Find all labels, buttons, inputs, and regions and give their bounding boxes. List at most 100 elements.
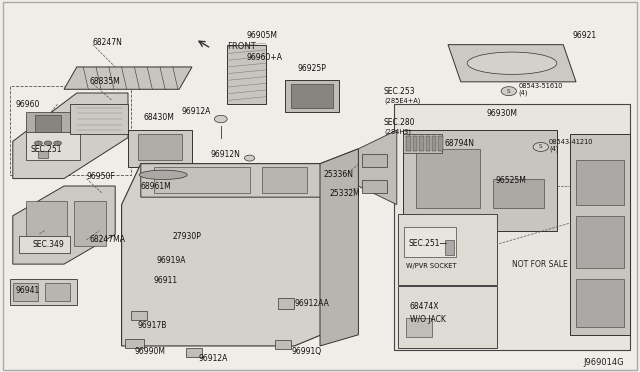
Polygon shape (403, 130, 557, 231)
Ellipse shape (467, 52, 557, 74)
Polygon shape (570, 134, 630, 335)
Polygon shape (70, 104, 128, 134)
Bar (362, 180, 387, 193)
Text: 68430M: 68430M (144, 113, 175, 122)
Text: 68794N: 68794N (445, 139, 475, 148)
Circle shape (54, 141, 61, 145)
Bar (13, 283, 38, 301)
Text: SEC.253: SEC.253 (384, 87, 415, 96)
Text: 96919A: 96919A (157, 256, 186, 265)
Text: 25336N: 25336N (323, 170, 353, 179)
Bar (125, 339, 144, 348)
Text: 96912A: 96912A (182, 107, 211, 116)
Bar (38, 151, 48, 158)
Circle shape (214, 115, 227, 123)
Polygon shape (122, 164, 339, 346)
Text: 96917B: 96917B (138, 321, 167, 330)
Bar (26, 132, 80, 160)
Bar (186, 348, 202, 357)
Bar (403, 134, 442, 153)
Text: 96990M: 96990M (134, 347, 165, 356)
Polygon shape (64, 67, 192, 89)
Text: 96941: 96941 (16, 286, 40, 295)
Polygon shape (448, 45, 576, 82)
Bar (394, 104, 630, 350)
Text: 96930M: 96930M (486, 109, 517, 118)
Text: 96912AA: 96912AA (294, 299, 329, 308)
Bar (398, 214, 497, 285)
Text: 96912A: 96912A (198, 355, 228, 363)
Text: 68247MA: 68247MA (90, 235, 125, 244)
Text: 96960+A: 96960+A (246, 53, 282, 62)
Bar (291, 84, 333, 108)
Bar (419, 136, 424, 151)
Text: 68474X: 68474X (410, 302, 439, 311)
Bar (416, 149, 480, 208)
Text: 96921: 96921 (573, 31, 597, 40)
Text: (285E4+A): (285E4+A) (384, 98, 420, 105)
Text: (4): (4) (518, 89, 528, 96)
Bar (138, 134, 182, 160)
Bar (432, 136, 436, 151)
Text: W/O JACK: W/O JACK (410, 315, 445, 324)
Text: NOT FOR SALE: NOT FOR SALE (512, 260, 568, 269)
Text: 68835M: 68835M (90, 77, 120, 86)
Bar (262, 167, 307, 193)
Circle shape (244, 155, 255, 161)
Bar (576, 279, 624, 327)
Bar (404, 227, 456, 257)
Circle shape (533, 142, 548, 151)
Text: 96911: 96911 (154, 276, 178, 285)
Text: 08543-51610: 08543-51610 (518, 83, 563, 89)
Bar (138, 175, 186, 212)
Text: 96991Q: 96991Q (291, 347, 321, 356)
Text: 96525M: 96525M (496, 176, 527, 185)
Polygon shape (320, 149, 358, 346)
Polygon shape (13, 186, 115, 264)
Bar (35, 115, 61, 141)
Text: FRONT: FRONT (227, 42, 256, 51)
Circle shape (501, 87, 516, 96)
Bar (131, 311, 147, 320)
Bar (74, 201, 106, 246)
Text: 96912N: 96912N (210, 150, 240, 159)
Bar (26, 201, 67, 246)
Polygon shape (141, 149, 358, 197)
Bar (26, 112, 70, 149)
Bar (576, 160, 624, 205)
Text: 96950F: 96950F (86, 172, 115, 181)
Bar (19, 236, 70, 253)
Circle shape (35, 141, 42, 145)
Bar (413, 136, 417, 151)
Polygon shape (227, 45, 266, 104)
Bar (426, 136, 430, 151)
Bar (275, 340, 291, 349)
Text: SEC.251—: SEC.251— (408, 239, 447, 248)
Text: 96925P: 96925P (298, 64, 327, 73)
Bar (285, 80, 339, 112)
Text: 68961M: 68961M (141, 182, 172, 190)
Text: SEC.280: SEC.280 (384, 118, 415, 127)
Text: SEC.349: SEC.349 (32, 240, 64, 249)
Text: 08543-41210: 08543-41210 (549, 139, 594, 145)
Text: SEC.251: SEC.251 (30, 145, 62, 154)
Bar (362, 154, 387, 167)
Text: W/PVR SOCKET: W/PVR SOCKET (406, 263, 457, 269)
Text: 25332M: 25332M (330, 189, 360, 198)
Text: (284H3): (284H3) (384, 129, 411, 135)
Text: 96905M: 96905M (246, 31, 277, 40)
Bar (154, 167, 250, 193)
Polygon shape (358, 130, 397, 205)
Bar (438, 136, 443, 151)
Text: S: S (539, 144, 543, 150)
Bar (10, 86, 131, 175)
Text: 27930P: 27930P (173, 232, 202, 241)
Circle shape (44, 141, 52, 145)
Bar (406, 136, 411, 151)
Bar (445, 240, 454, 255)
Text: S: S (507, 89, 511, 94)
Polygon shape (13, 93, 128, 179)
Bar (576, 216, 624, 268)
Bar (493, 179, 544, 208)
Text: 96960: 96960 (16, 100, 40, 109)
